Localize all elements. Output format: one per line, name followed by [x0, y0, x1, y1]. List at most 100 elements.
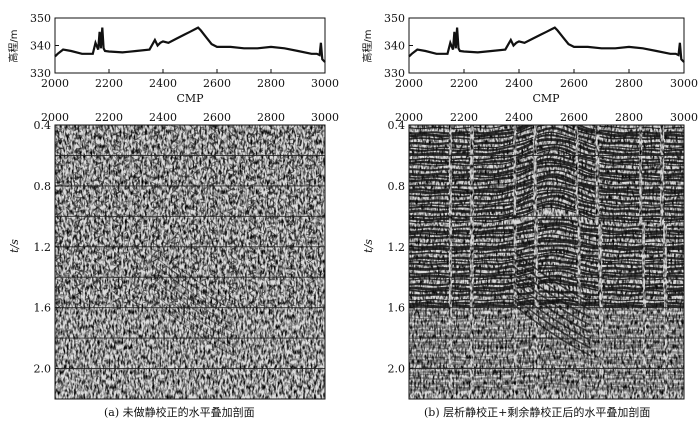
reflector [55, 156, 325, 176]
reflector [409, 352, 684, 359]
y-tick-label: 330 [30, 67, 51, 80]
x-tick-label: 2800 [615, 111, 643, 124]
x-tick-label: 2200 [95, 111, 123, 124]
reflector [409, 161, 684, 179]
reflector [409, 373, 684, 381]
reflector [409, 224, 684, 236]
reflector [409, 325, 684, 332]
reflector [409, 384, 684, 392]
x-axis-label: CMP [176, 92, 204, 105]
reflector [55, 324, 325, 337]
reflector [409, 153, 684, 172]
reflector [55, 182, 325, 201]
reflector [55, 166, 325, 186]
reflector [55, 361, 325, 373]
dipping-event [512, 288, 591, 342]
x-tick-label: 2600 [560, 77, 588, 90]
reflector [409, 233, 684, 245]
reflector [409, 347, 684, 355]
reflector [409, 222, 684, 234]
x-tick-label: 2000 [395, 111, 423, 124]
reflector [55, 377, 325, 389]
reflector [55, 320, 325, 332]
reflector [409, 298, 684, 306]
reflector [409, 179, 684, 198]
x-tick-label: 2600 [560, 111, 588, 124]
dipping-event [157, 258, 234, 311]
y-axis-label: t/s [8, 239, 21, 253]
reflector [409, 281, 684, 293]
reflector [409, 125, 684, 130]
x-tick-label: 2200 [95, 77, 123, 90]
reflector [55, 189, 325, 209]
x-axis-label: CMP [532, 92, 560, 105]
x-tick-label: 3000 [670, 111, 698, 124]
reflector [55, 335, 325, 347]
x-tick-label: 2000 [41, 111, 69, 124]
elevation-line [54, 26, 326, 63]
reflector [409, 169, 684, 187]
reflector [409, 189, 684, 206]
reflector [55, 130, 325, 150]
y-tick-label: 2.0 [34, 363, 52, 376]
x-tick-label: 2800 [257, 111, 285, 124]
x-tick-label: 3000 [670, 77, 698, 90]
y-axis-label: t/s [362, 239, 375, 253]
reflector [409, 125, 684, 141]
reflector [55, 330, 325, 343]
reflector [55, 383, 325, 396]
reflector [55, 372, 325, 384]
reflector [409, 125, 684, 138]
panel-a-section: 0.4 0.8 1.2 1.6 2.0 2000 2200 2400 2600 2800 3000… [8, 111, 339, 400]
reflector [409, 138, 684, 157]
reflector [409, 191, 684, 209]
reflector [409, 134, 684, 152]
dipping-event [512, 273, 591, 326]
reflector [409, 355, 684, 362]
reflector [409, 164, 684, 183]
x-tick-label: 3000 [311, 77, 339, 90]
reflector [409, 173, 684, 192]
reflector [55, 268, 325, 284]
dipping-event [157, 250, 234, 303]
reflector [409, 218, 684, 229]
reflector [409, 300, 684, 309]
reflector [409, 126, 684, 146]
reflector [55, 304, 325, 316]
reflector [409, 378, 684, 386]
reflector [55, 178, 325, 198]
y-tick-label: 330 [384, 67, 405, 80]
reflector [55, 368, 325, 381]
x-tick-label: 2600 [203, 111, 231, 124]
y-tick-label: 1.6 [34, 302, 52, 315]
reflector [409, 131, 684, 150]
reflector [55, 196, 325, 217]
reflector [55, 125, 325, 141]
y-tick-label: 0.4 [34, 119, 52, 132]
reflector [55, 125, 325, 139]
y-tick-label: 350 [30, 12, 51, 25]
reflector [55, 273, 325, 290]
reflector [55, 252, 325, 267]
reflector [409, 149, 684, 167]
reflector [55, 135, 325, 154]
reflector [55, 344, 325, 358]
reflector [409, 146, 684, 165]
dipping-event [157, 296, 234, 349]
reflector [55, 308, 325, 322]
reflector [55, 366, 325, 378]
x-tick-label: 2400 [505, 77, 533, 90]
reflector [55, 293, 325, 306]
reflector [409, 278, 684, 291]
dipping-event [157, 265, 234, 318]
reflector [55, 255, 325, 270]
reflector [55, 381, 325, 393]
y-tick-label: 0.8 [34, 180, 52, 193]
reflector [409, 239, 684, 252]
reflector [409, 270, 684, 281]
x-tick-label: 2800 [615, 77, 643, 90]
reflector [55, 218, 325, 233]
plot-frame [54, 124, 326, 400]
